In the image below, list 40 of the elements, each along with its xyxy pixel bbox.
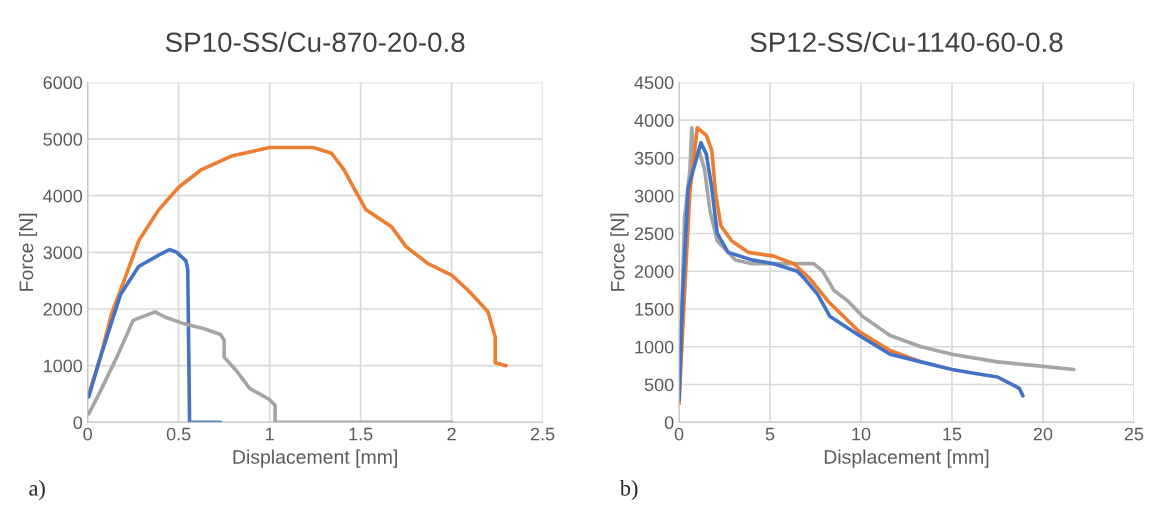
y-tick-label: 6000 xyxy=(43,76,83,90)
y-tick-label: 3500 xyxy=(634,151,674,165)
x-tick-label: 2.5 xyxy=(530,427,555,441)
y-tick-label: 5000 xyxy=(43,132,83,146)
chart-title: SP10-SS/Cu-870-20-0.8 xyxy=(165,31,465,53)
x-tick-label: 0.5 xyxy=(166,427,191,441)
x-axis-title: Displacement [mm] xyxy=(824,449,989,468)
y-tick-label: 1500 xyxy=(635,302,674,316)
y-tick-label: 4000 xyxy=(43,189,83,203)
x-axis-title: Displacement [mm] xyxy=(233,449,397,468)
text: b) xyxy=(619,480,638,501)
x-tick-label: 2 xyxy=(447,427,456,441)
line-series xyxy=(87,247,223,423)
y-tick-label: 3000 xyxy=(634,189,674,203)
y-axis-title: Force [N] xyxy=(18,213,38,291)
x-tick-label: 5 xyxy=(765,427,775,441)
y-tick-label: 1000 xyxy=(635,340,674,354)
y-tick-label: 3000 xyxy=(43,246,83,260)
x-tick-label: 0 xyxy=(674,427,684,441)
y-tick-label: 1000 xyxy=(44,359,83,373)
y-tick-label: 0 xyxy=(73,416,83,430)
y-tick-label: 0 xyxy=(664,416,674,430)
y-tick-label: 2000 xyxy=(634,265,674,278)
x-tick-label: 10 xyxy=(852,427,871,441)
y-tick-label: 2500 xyxy=(634,227,674,241)
x-tick-label: 25 xyxy=(1124,427,1144,441)
y-axis-title: Force [N] xyxy=(610,213,629,291)
line-series xyxy=(87,310,454,423)
x-tick-label: 0 xyxy=(83,427,92,441)
chart-title: SP12-SS/Cu-1140-60-0.8 xyxy=(750,31,1063,53)
line-series xyxy=(679,141,1025,402)
y-tick-label: 2000 xyxy=(43,302,83,316)
text: a) xyxy=(29,480,45,501)
x-tick-label: 1 xyxy=(265,427,274,441)
y-tick-label: 500 xyxy=(644,378,674,392)
x-tick-label: 15 xyxy=(943,427,962,441)
x-tick-label: 1.5 xyxy=(349,427,373,441)
y-tick-label: 4500 xyxy=(634,76,674,90)
y-tick-label: 4000 xyxy=(634,114,674,127)
x-tick-label: 20 xyxy=(1033,427,1053,441)
